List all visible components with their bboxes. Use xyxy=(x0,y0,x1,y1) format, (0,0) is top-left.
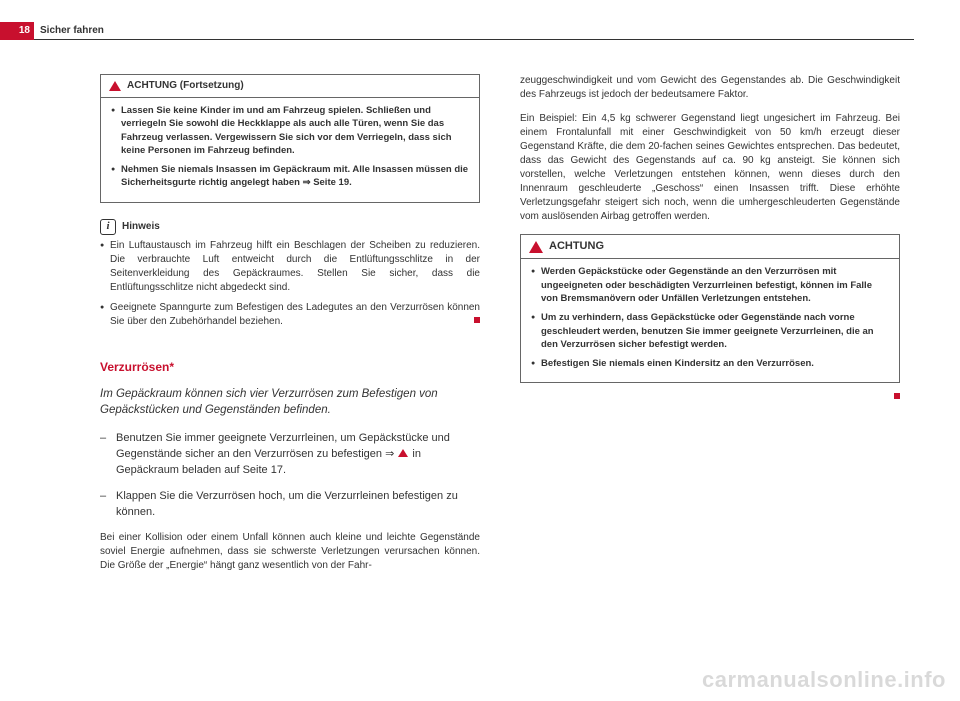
warning-box-label: ACHTUNG (Fortsetzung) xyxy=(127,79,244,93)
note-list: Ein Luftaustausch im Fahrzeug hilft ein … xyxy=(100,239,480,329)
warning-box-header: ACHTUNG xyxy=(521,235,899,259)
warning-box-label: ACHTUNG xyxy=(549,239,604,254)
section-end-marker-icon xyxy=(894,393,900,399)
header-divider xyxy=(34,39,914,40)
left-column: ACHTUNG (Fortsetzung) Lassen Sie keine K… xyxy=(100,74,480,583)
content-columns: ACHTUNG (Fortsetzung) Lassen Sie keine K… xyxy=(100,74,900,583)
warning-box: ACHTUNG Werden Gepäckstücke oder Gegenst… xyxy=(520,234,900,383)
warning-item: Lassen Sie keine Kinder im und am Fahrze… xyxy=(111,104,469,157)
right-column: zeuggeschwindigkeit und vom Gewicht des … xyxy=(520,74,900,583)
warning-box-continued: ACHTUNG (Fortsetzung) Lassen Sie keine K… xyxy=(100,74,480,203)
warning-item: Befestigen Sie niemals einen Kindersitz … xyxy=(531,357,889,370)
warning-triangle-icon xyxy=(109,81,121,91)
warning-box-body: Werden Gepäckstücke oder Gegenstände an … xyxy=(521,259,899,382)
body-paragraph: zeuggeschwindigkeit und vom Gewicht des … xyxy=(520,74,900,102)
note-item-text: Geeignete Spanngurte zum Befestigen des … xyxy=(110,302,480,327)
note-label: Hinweis xyxy=(122,220,160,234)
section-title: Verzurrösen* xyxy=(100,359,480,376)
note-item: Ein Luftaustausch im Fahrzeug hilft ein … xyxy=(100,239,480,295)
instruction-item: Benutzen Sie immer geeignete Verzurrlein… xyxy=(100,431,480,479)
section-end-marker-icon xyxy=(474,317,480,323)
body-paragraph: Bei einer Kollision oder einem Unfall kö… xyxy=(100,531,480,573)
page-number-badge: 18 xyxy=(0,22,34,40)
section-lead: Im Gepäckraum können sich vier Verzurrös… xyxy=(100,386,480,419)
reference-triangle-icon xyxy=(398,449,408,457)
instruction-list: Benutzen Sie immer geeignete Verzurrlein… xyxy=(100,431,480,521)
warning-item: Werden Gepäckstücke oder Gegenstände an … xyxy=(531,265,889,305)
warning-box-header: ACHTUNG (Fortsetzung) xyxy=(101,75,479,98)
note-item: Geeignete Spanngurte zum Befestigen des … xyxy=(100,301,480,329)
warning-item: Um zu verhindern, dass Gepäckstücke oder… xyxy=(531,311,889,351)
warning-triangle-icon xyxy=(529,241,543,253)
watermark: carmanualsonline.info xyxy=(702,667,946,693)
instruction-item: Klappen Sie die Verzurrösen hoch, um die… xyxy=(100,489,480,521)
warning-item: Nehmen Sie niemals Insassen im Gepäckrau… xyxy=(111,163,469,190)
info-icon: i xyxy=(100,219,116,235)
page-header-title: Sicher fahren xyxy=(40,22,104,40)
body-paragraph: Ein Beispiel: Ein 4,5 kg schwerer Gegens… xyxy=(520,112,900,224)
warning-box-body: Lassen Sie keine Kinder im und am Fahrze… xyxy=(101,98,479,202)
note-header: i Hinweis xyxy=(100,219,480,235)
